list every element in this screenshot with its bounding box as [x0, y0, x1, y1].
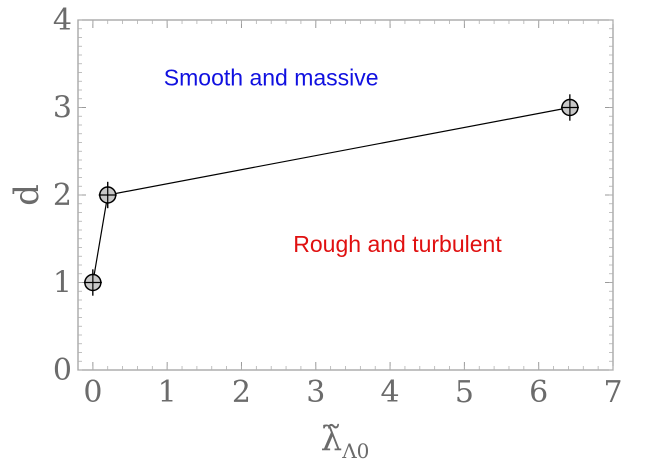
y-tick-label: 3	[53, 91, 72, 126]
x-tick-label: 1	[158, 375, 177, 410]
x-axis-label-main: λ̃	[321, 419, 343, 459]
y-axis-label: d	[7, 184, 47, 206]
annotations: Smooth and massive Rough and turbulent	[164, 65, 503, 257]
region-annotation: Rough and turbulent	[293, 231, 502, 257]
region-annotation: Smooth and massive	[164, 65, 379, 91]
y-tick-label: 4	[53, 3, 72, 38]
x-tick-label: 6	[529, 375, 548, 410]
x-tick-label: 5	[455, 375, 474, 410]
tick-marks	[78, 19, 614, 371]
x-tick-label: 7	[603, 375, 622, 410]
y-tick-label: 2	[53, 178, 72, 213]
x-axis-label-subscript: Λ0	[341, 439, 369, 463]
x-tick-label: 2	[232, 375, 251, 410]
series-layer	[83, 94, 579, 296]
x-tick-label: 0	[83, 375, 102, 410]
x-tick-label: 4	[381, 375, 400, 410]
x-tick-label: 3	[306, 375, 325, 410]
tick-labels: 0 1 2 3 4 5 6 7 0 1 2 3 4	[53, 3, 623, 410]
x-axis-label: λ̃Λ0	[321, 419, 370, 463]
y-tick-label: 0	[53, 353, 72, 388]
y-tick-label: 1	[53, 266, 72, 301]
